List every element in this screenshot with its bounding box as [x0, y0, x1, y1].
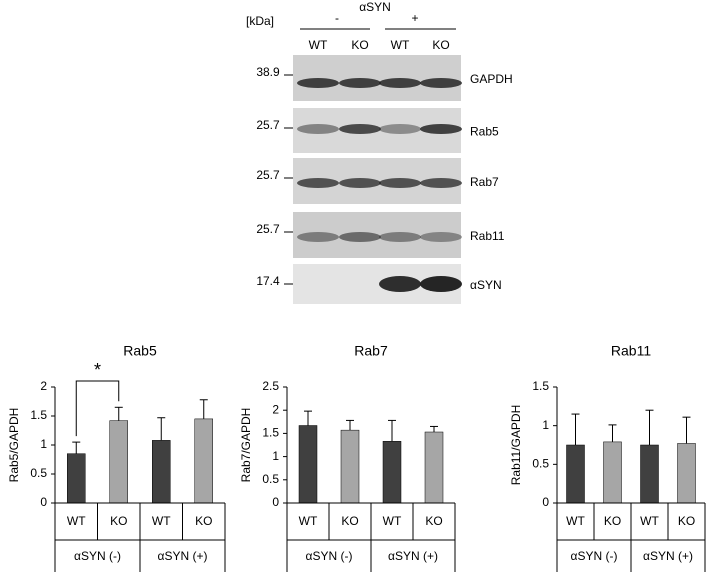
y-tick-label: 2.5	[262, 379, 279, 393]
chart-title: Rab5	[123, 343, 157, 359]
kda-marker: 25.7	[256, 118, 280, 132]
band	[297, 124, 339, 134]
lane-label: KO	[432, 38, 449, 52]
x-tick-label: KO	[110, 514, 127, 528]
group-label: αSYN (-)	[306, 549, 353, 563]
lane-label: KO	[351, 38, 368, 52]
y-tick-label: 0	[272, 495, 279, 509]
bar	[152, 440, 171, 504]
y-tick-label: 1	[272, 449, 279, 463]
condition-label: -	[335, 11, 339, 25]
x-tick-label: WT	[299, 514, 318, 528]
y-axis-label: Rab11/GAPDH	[509, 405, 523, 485]
y-axis-label: Rab5/GAPDH	[7, 408, 21, 483]
kda-marker: 25.7	[256, 222, 280, 236]
lane-label: WT	[309, 38, 328, 52]
treatment-label: αSYN	[359, 0, 391, 14]
y-tick-label: 0.5	[30, 466, 47, 480]
x-tick-label: WT	[566, 514, 585, 528]
bar	[67, 453, 86, 504]
significance-bracket	[75, 380, 120, 437]
chart-title: Rab11	[611, 343, 651, 359]
y-tick-label: 0	[542, 495, 549, 509]
y-tick-label: 0.5	[262, 472, 279, 486]
kda-marker: 17.4	[256, 274, 280, 288]
band	[339, 232, 381, 242]
band-label: αSYN	[470, 278, 502, 292]
band	[339, 124, 381, 134]
y-tick-label: 1	[542, 418, 549, 432]
bar	[640, 444, 659, 504]
y-tick-label: 0.5	[532, 457, 549, 471]
bar	[603, 441, 622, 504]
significance-mark: *	[94, 360, 101, 380]
bar	[566, 444, 585, 504]
y-axis-label: Rab7/GAPDH	[239, 408, 253, 483]
x-tick-label: KO	[425, 514, 442, 528]
condition-label: +	[411, 11, 418, 25]
band	[379, 124, 421, 134]
y-tick-label: 2	[40, 379, 47, 393]
band	[339, 78, 381, 88]
band	[420, 78, 462, 88]
band	[297, 178, 339, 188]
bar	[382, 441, 402, 504]
band-label: GAPDH	[470, 72, 513, 86]
group-label: αSYN (-)	[571, 549, 618, 563]
x-tick-label: WT	[383, 514, 402, 528]
band	[379, 276, 421, 292]
bar	[424, 431, 444, 504]
y-tick-label: 1.5	[262, 426, 279, 440]
x-tick-label: KO	[678, 514, 695, 528]
bar	[109, 420, 128, 504]
x-tick-label: KO	[195, 514, 212, 528]
kda-marker: 25.7	[256, 168, 280, 182]
x-tick-label: WT	[640, 514, 659, 528]
bar	[340, 429, 360, 504]
group-label: αSYN (+)	[388, 549, 438, 563]
band	[297, 232, 339, 242]
x-tick-label: KO	[604, 514, 621, 528]
y-tick-label: 1.5	[532, 379, 549, 393]
x-tick-label: KO	[341, 514, 358, 528]
blot-panel	[293, 55, 461, 101]
kda-header: [kDa]	[246, 14, 274, 28]
band	[420, 232, 462, 242]
chart-title: Rab7	[354, 343, 388, 359]
group-label: αSYN (-)	[74, 549, 121, 563]
y-tick-label: 0	[40, 495, 47, 509]
band	[420, 178, 462, 188]
bar	[677, 443, 696, 504]
bar	[194, 418, 213, 504]
band-label: Rab5	[470, 125, 499, 139]
band	[297, 78, 339, 88]
kda-marker: 38.9	[256, 65, 280, 79]
x-tick-label: WT	[67, 514, 86, 528]
group-label: αSYN (+)	[643, 549, 693, 563]
band	[420, 124, 462, 134]
group-label: αSYN (+)	[158, 549, 208, 563]
band	[420, 276, 462, 292]
lane-label: WT	[391, 38, 410, 52]
bar	[298, 425, 318, 504]
y-tick-label: 1.5	[30, 408, 47, 422]
band	[379, 232, 421, 242]
y-tick-label: 1	[40, 437, 47, 451]
band-label: Rab7	[470, 175, 499, 189]
x-tick-label: WT	[152, 514, 171, 528]
band	[339, 178, 381, 188]
y-tick-label: 2	[272, 402, 279, 416]
band	[379, 178, 421, 188]
band	[379, 78, 421, 88]
band-label: Rab11	[470, 229, 505, 243]
